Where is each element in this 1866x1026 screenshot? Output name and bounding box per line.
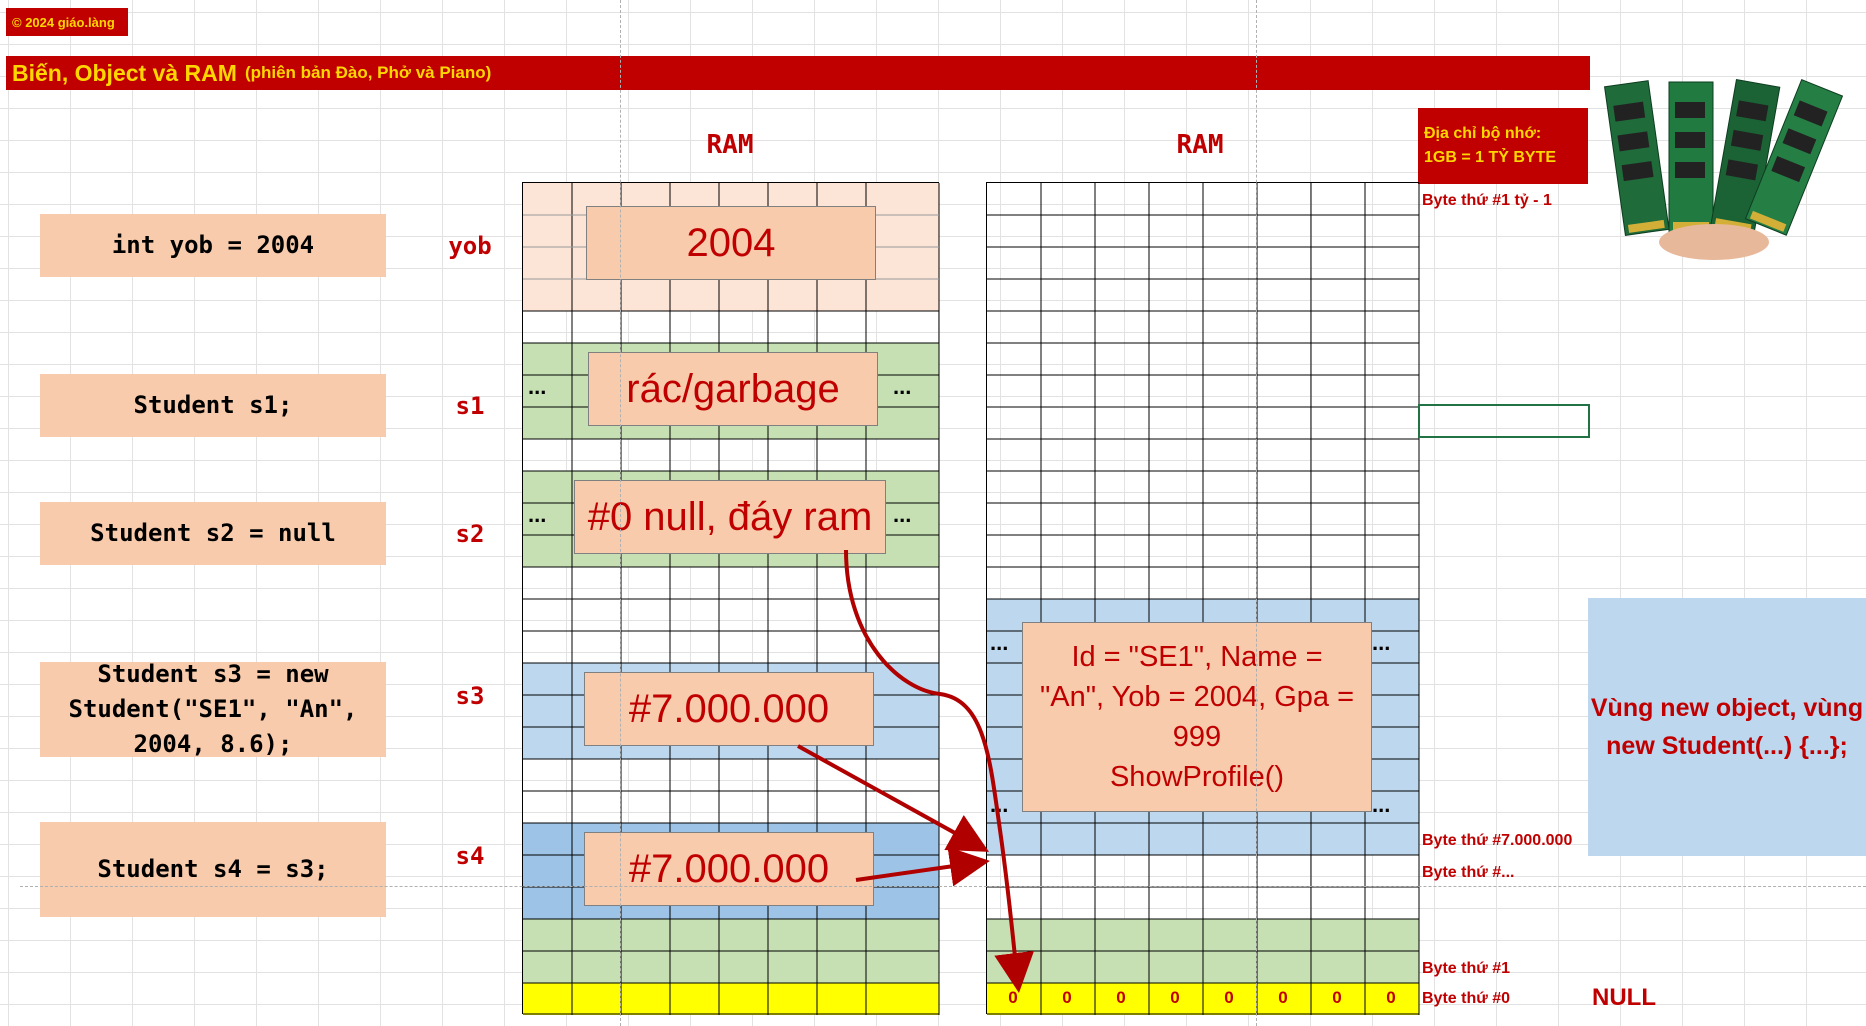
page-title: Biến, Object và RAM — [12, 59, 237, 86]
new-object-area-label: Vùng new object, vùng new Student(...) {… — [1588, 598, 1866, 856]
byte-label-dots: Byte thứ #... — [1422, 864, 1515, 881]
zero-byte-1: 0 — [1062, 988, 1072, 1007]
title-bar: Biến, Object và RAM (phiên bản Đào, Phở … — [6, 56, 1590, 90]
selected-cell[interactable] — [1418, 404, 1590, 438]
ram-sticks-photo — [1594, 62, 1866, 262]
dots-heap-bottom-left: ... — [990, 792, 1009, 817]
zero-byte-5: 0 — [1278, 988, 1288, 1007]
dots-heap-top-right: ... — [1372, 630, 1391, 655]
byte-label-0: Byte thứ #0 — [1422, 990, 1511, 1007]
value-s4: #7.000.000 — [584, 832, 874, 906]
address-header: Địa chỉ bộ nhớ: 1GB = 1 TỶ BYTE — [1418, 108, 1588, 184]
object-line-3: 999 — [1172, 721, 1222, 753]
byte-label-7m: Byte thứ #7.000.000 — [1422, 832, 1573, 849]
object-line-1: Id = "SE1", Name = — [1071, 641, 1323, 673]
var-s2: s2 — [455, 520, 485, 548]
dots-heap-bottom-right: ... — [1372, 792, 1391, 817]
code-int-yob: int yob = 2004 — [40, 214, 386, 277]
code-student-s4: Student s4 = s3; — [40, 822, 386, 917]
object-line-2: "An", Yob = 2004, Gpa = — [1039, 681, 1355, 713]
zero-byte-7: 0 — [1386, 988, 1396, 1007]
ram-label-right: RAM — [1176, 130, 1224, 160]
byte-label-1: Byte thứ #1 — [1422, 960, 1511, 977]
code-student-s2: Student s2 = null — [40, 502, 386, 565]
value-yob: 2004 — [586, 206, 876, 280]
dots-s2-right: ... — [893, 502, 912, 527]
ram-grid-heap — [986, 182, 1420, 1015]
dots-heap-top-left: ... — [990, 630, 1009, 655]
var-s4: s4 — [455, 842, 485, 870]
zero-byte-2: 0 — [1116, 988, 1126, 1007]
zero-byte-6: 0 — [1332, 988, 1342, 1007]
value-s2: #0 null, đáy ram — [574, 480, 886, 554]
var-s1: s1 — [455, 392, 485, 420]
var-yob: yob — [448, 232, 492, 260]
zero-byte-3: 0 — [1170, 988, 1180, 1007]
value-s3: #7.000.000 — [584, 672, 874, 746]
dots-s1-right: ... — [893, 374, 912, 399]
address-header-line1: Địa chỉ bộ nhớ: — [1424, 125, 1542, 142]
zero-byte-4: 0 — [1224, 988, 1234, 1007]
null-label: NULL — [1592, 984, 1656, 1011]
page-break-line-2 — [1256, 0, 1257, 1026]
zero-byte-0: 0 — [1008, 988, 1018, 1007]
byte-label-top: Byte thứ #1 tỷ - 1 — [1422, 192, 1552, 209]
code-student-s3: Student s3 = new Student("SE1", "An", 20… — [40, 660, 386, 758]
dots-s2-left: ... — [528, 502, 547, 527]
var-s3: s3 — [455, 682, 485, 710]
address-header-line2: 1GB = 1 TỶ BYTE — [1424, 149, 1557, 166]
student-object-box: Id = "SE1", Name = "An", Yob = 2004, Gpa… — [1022, 622, 1372, 812]
code-student-s1: Student s1; — [40, 374, 386, 437]
value-s1: rác/garbage — [588, 352, 878, 426]
page-break-line-3 — [20, 886, 1866, 887]
copyright-badge: © 2024 giáo.làng — [6, 8, 128, 36]
object-line-4: ShowProfile() — [1109, 761, 1285, 793]
page-break-line-1 — [620, 0, 621, 1026]
ram-label-left: RAM — [706, 130, 754, 160]
dots-s1-left: ... — [528, 374, 547, 399]
page-subtitle: (phiên bản Đào, Phở và Piano) — [244, 63, 492, 82]
